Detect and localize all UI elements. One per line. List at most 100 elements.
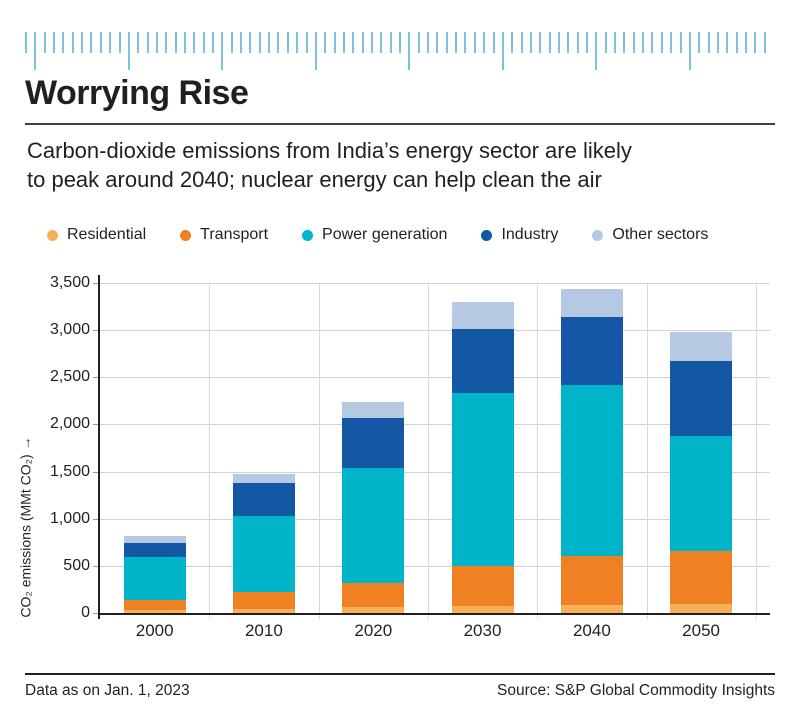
y-axis-tick — [93, 471, 99, 473]
ruler-tick — [744, 32, 747, 53]
ruler-tick — [314, 32, 317, 70]
ruler-tick — [109, 32, 112, 53]
ruler-tick — [342, 32, 345, 53]
ruler-tick — [324, 32, 327, 53]
ruler-tick — [71, 32, 74, 53]
subtitle-line-2: to peak around 2040; nuclear energy can … — [27, 167, 602, 192]
bar-segment-other-sectors-2040 — [560, 288, 623, 317]
ruler-tick — [539, 32, 542, 53]
ruler-tick — [567, 32, 570, 53]
ruler-tick — [642, 32, 645, 53]
bar-segment-residential-2030 — [451, 606, 514, 614]
chart-subtitle: Carbon-dioxide emissions from India’s en… — [27, 136, 632, 194]
ruler-tick — [296, 32, 299, 53]
ruler-tick — [417, 32, 420, 53]
ruler-tick — [230, 32, 233, 53]
x-tick-label-2040: 2040 — [572, 621, 611, 640]
bar-segment-residential-2020 — [342, 607, 405, 614]
bar-segment-power-generation-2010 — [232, 515, 295, 593]
bar-2020 — [342, 401, 405, 614]
ruler-tick — [53, 32, 56, 53]
legend-swatch-icon — [592, 229, 604, 241]
bar-segment-power-generation-2030 — [451, 392, 514, 566]
bar-segment-power-generation-2050 — [670, 436, 733, 552]
bar-2010 — [232, 474, 295, 614]
ruler-tick — [380, 32, 383, 53]
ruler-tick — [604, 32, 607, 53]
data-date-note: Data as on Jan. 1, 2023 — [25, 682, 190, 699]
vertical-gridline — [537, 283, 539, 619]
ruler-tick — [165, 32, 168, 53]
bar-segment-other-sectors-2010 — [232, 474, 295, 483]
y-axis-tick — [93, 613, 99, 614]
ruler-tick — [651, 32, 654, 53]
ruler-tick — [127, 32, 130, 70]
ruler-tick — [548, 32, 551, 53]
ruler-tick — [520, 32, 523, 53]
ruler-tick — [595, 32, 598, 70]
ruler-tick — [399, 32, 401, 53]
ruler-tick — [698, 32, 701, 53]
ruler-tick — [557, 32, 560, 53]
ruler-tick — [183, 32, 186, 53]
horizontal-gridline — [100, 471, 770, 473]
legend-item-power-generation: Power generation — [302, 226, 447, 244]
ruler-tick — [370, 32, 373, 53]
vertical-gridline — [318, 283, 320, 619]
legend-label: Other sectors — [612, 226, 709, 243]
ruler-tick — [389, 32, 392, 53]
y-axis-tick — [93, 330, 99, 332]
ruler-tick — [455, 32, 458, 53]
vertical-gridline — [646, 283, 648, 619]
ruler-tick — [623, 32, 626, 53]
bar-segment-transport-2030 — [451, 565, 514, 606]
ruler-tick — [763, 32, 766, 53]
vertical-gridline — [209, 283, 211, 619]
ruler-tick — [286, 32, 289, 53]
vertical-gridline — [755, 283, 757, 619]
legend-label: Industry — [501, 226, 559, 243]
ruler-tick — [193, 32, 196, 53]
bar-segment-industry-2020 — [342, 417, 405, 468]
y-tick-label: 3,000 — [49, 321, 90, 339]
footer-divider — [25, 673, 775, 675]
ruler-tick — [221, 32, 224, 70]
ruler-tick — [483, 32, 486, 53]
subtitle-line-1: Carbon-dioxide emissions from India’s en… — [27, 138, 632, 163]
bar-segment-residential-2050 — [670, 604, 733, 614]
bar-segment-other-sectors-2050 — [670, 332, 733, 361]
bar-2000 — [123, 535, 186, 614]
ruler-tick — [716, 32, 719, 53]
bar-segment-residential-2040 — [560, 605, 623, 614]
horizontal-gridline — [100, 377, 770, 379]
ruler-tick — [632, 32, 635, 53]
y-tick-label: 0 — [81, 604, 90, 621]
bar-segment-transport-2050 — [670, 551, 733, 605]
ruler-tick — [137, 32, 140, 53]
ruler-tick — [43, 32, 46, 53]
ruler-tick — [726, 32, 729, 53]
legend-swatch-icon — [481, 229, 493, 241]
y-axis-tick — [93, 565, 99, 567]
ruler-tick — [436, 32, 439, 53]
ruler-tick — [501, 32, 504, 70]
y-axis-tick — [93, 518, 99, 520]
ruler-tick — [268, 32, 271, 53]
bar-segment-transport-2040 — [560, 556, 623, 605]
x-tick-label-2050: 2050 — [682, 621, 720, 640]
legend-item-other-sectors: Other sectors — [592, 226, 708, 244]
ruler-tick — [754, 32, 757, 53]
bar-segment-industry-2050 — [670, 360, 733, 437]
ruler-tick — [735, 32, 738, 53]
title-divider — [25, 123, 775, 125]
ruler-tick — [679, 32, 682, 53]
ruler-tick — [81, 32, 84, 53]
y-axis-tick — [93, 424, 99, 426]
legend-swatch-icon — [47, 229, 58, 241]
ruler-tick — [240, 32, 243, 53]
ruler-tick — [361, 32, 364, 53]
ruler-tick — [352, 32, 355, 53]
legend-label: Power generation — [322, 226, 448, 243]
